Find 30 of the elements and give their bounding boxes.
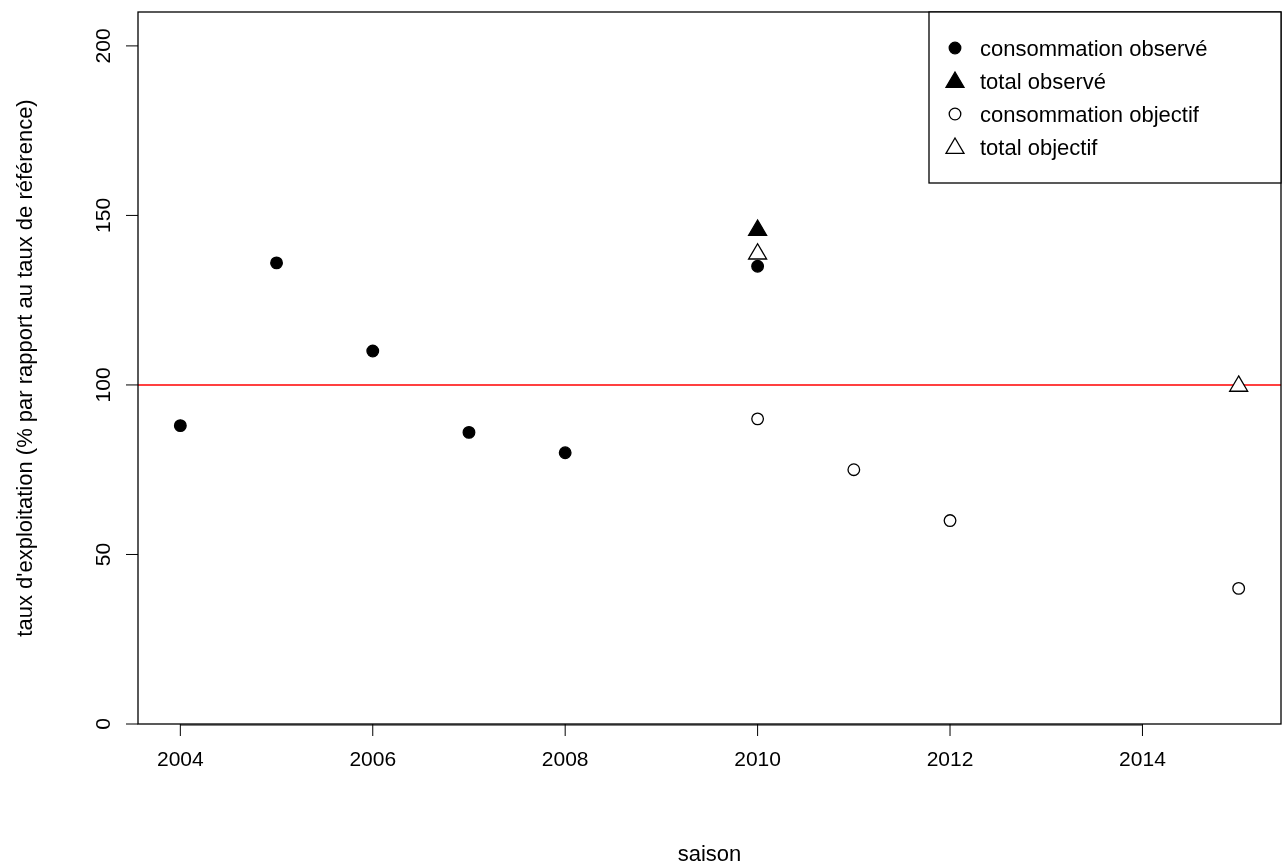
y-tick-label: 100 [91, 367, 114, 403]
point [1229, 375, 1249, 392]
legend-label: total observé [980, 69, 1106, 94]
x-tick-label: 2010 [734, 747, 781, 770]
point [751, 259, 765, 273]
point [558, 446, 572, 460]
point [270, 256, 283, 270]
point [462, 425, 476, 439]
point [847, 463, 861, 477]
x-tick-label: 2012 [926, 747, 974, 770]
point [747, 243, 768, 260]
x-tick-label: 2008 [541, 747, 589, 770]
y-axis-title: taux d'exploitation (% par rapport au taux de référence) [12, 99, 37, 637]
point [1232, 581, 1246, 595]
x-axis-title: saison [677, 841, 742, 865]
y-tick-label: 50 [91, 542, 114, 567]
y-tick-label: 200 [91, 28, 114, 64]
legend-label: total objectif [980, 135, 1099, 160]
x-tick-label: 2006 [349, 747, 397, 770]
point [366, 344, 380, 358]
point [173, 419, 187, 433]
y-tick-label: 0 [91, 718, 114, 730]
point [751, 412, 765, 426]
point [747, 219, 768, 236]
x-tick-label: 2004 [156, 747, 205, 770]
x-tick-label: 2014 [1119, 747, 1167, 770]
y-tick-label: 150 [91, 197, 114, 233]
legend-label: consommation observé [980, 36, 1208, 61]
point [943, 514, 957, 528]
legend-label: consommation objectif [980, 102, 1200, 127]
